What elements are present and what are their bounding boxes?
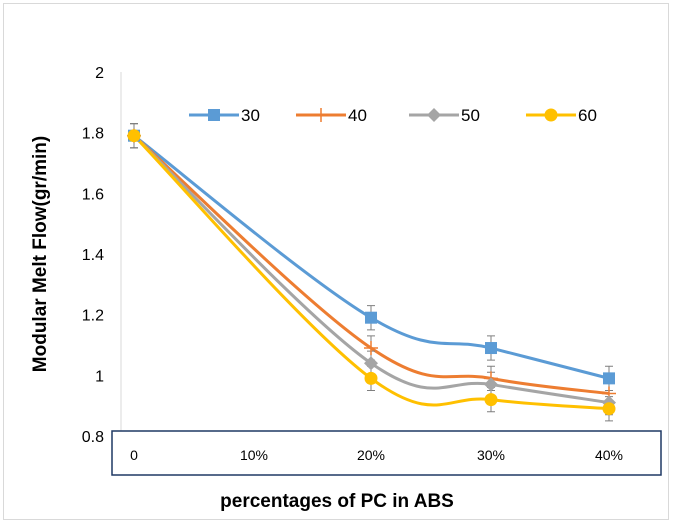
- legend-label-60: 60: [578, 106, 597, 125]
- x-axis-title: percentages of PC in ABS: [220, 491, 454, 512]
- legend: 30 40 50 60: [189, 106, 597, 125]
- data-point-30: [603, 372, 615, 385]
- y-tick-label: 1.8: [82, 126, 104, 143]
- data-point-50: [484, 377, 498, 392]
- axes: 0.8 1 1.2 1.4 1.6 1.8 2 0 10% 20% 30% 40%: [82, 65, 662, 476]
- legend-label-50: 50: [461, 106, 480, 125]
- legend-marker-30: [208, 109, 220, 121]
- series-line-60: [132, 134, 610, 411]
- data-point-40: [364, 341, 378, 356]
- legend-marker-60: [544, 108, 558, 122]
- y-tick-label: 2: [95, 65, 104, 82]
- y-tick-label: 1: [95, 368, 104, 385]
- legend-marker-40: [314, 108, 328, 122]
- x-tick-label: 20%: [357, 447, 385, 463]
- chart-frame: 0.8 1 1.2 1.4 1.6 1.8 2 0 10% 20% 30% 40% 30 40 50 60 …: [3, 3, 669, 520]
- data-point-50: [364, 356, 378, 371]
- data-point-60: [602, 402, 616, 416]
- x-tick-label: 30%: [477, 447, 505, 463]
- series-line-30: [133, 134, 610, 380]
- x-tick-label: 40%: [595, 447, 623, 463]
- x-tick-label: 10%: [240, 447, 268, 463]
- y-axis-title: Modular Melt Flow(gr/min): [30, 136, 51, 372]
- data-point-30: [485, 342, 497, 355]
- data-point-60: [364, 371, 378, 385]
- data-point-60: [127, 129, 141, 143]
- y-tick-label: 1.2: [82, 308, 104, 325]
- y-tick-label: 0.8: [82, 429, 104, 446]
- x-tick-label: 0: [130, 447, 138, 463]
- legend-label-40: 40: [348, 106, 367, 125]
- series-line-40: [132, 134, 610, 396]
- legend-label-30: 30: [241, 106, 260, 125]
- y-tick-label: 1.6: [82, 186, 104, 203]
- chart-svg: 0.811.21.41.61.820 10% 20% 30% 40% 30 40 50 60 …: [30, 65, 662, 512]
- series-layer: [127, 123, 616, 422]
- series-line-50: [132, 134, 610, 405]
- y-tick-label: 1.4: [82, 247, 104, 264]
- data-point-60: [484, 393, 498, 407]
- data-point-30: [365, 311, 377, 324]
- legend-marker-50: [427, 108, 441, 122]
- x-category-box: [111, 430, 662, 476]
